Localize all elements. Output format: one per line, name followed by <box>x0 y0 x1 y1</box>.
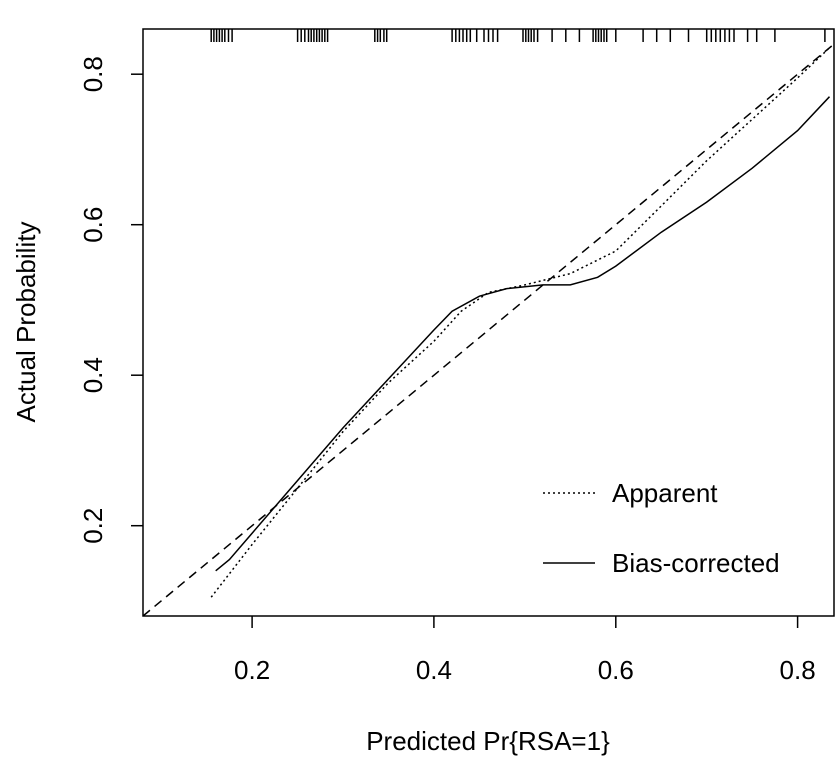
legend-bias-corrected-label: Bias-corrected <box>612 548 780 578</box>
y-axis-label: Actual Probability <box>11 222 41 423</box>
y-axis: 0.2 0.4 0.6 0.8 <box>78 56 143 544</box>
rug-marks <box>210 29 826 42</box>
reference-diagonal-line <box>142 43 835 617</box>
x-tick-label: 0.4 <box>416 655 452 685</box>
bias-corrected-line <box>215 96 831 572</box>
y-tick-label: 0.2 <box>78 508 108 544</box>
plot-frame <box>142 28 835 617</box>
y-tick-label: 0.4 <box>78 357 108 393</box>
x-tick-label: 0.2 <box>234 655 270 685</box>
x-tick-label: 0.6 <box>598 655 634 685</box>
series-lines <box>142 43 835 617</box>
y-tick-label: 0.6 <box>78 207 108 243</box>
x-axis-label: Predicted Pr{RSA=1} <box>366 726 610 756</box>
legend: Apparent Bias-corrected <box>543 478 780 578</box>
apparent-line <box>210 47 831 598</box>
x-tick-label: 0.8 <box>780 655 816 685</box>
x-axis: 0.2 0.4 0.6 0.8 <box>234 616 816 685</box>
y-tick-label: 0.8 <box>78 56 108 92</box>
legend-apparent-label: Apparent <box>612 478 718 508</box>
